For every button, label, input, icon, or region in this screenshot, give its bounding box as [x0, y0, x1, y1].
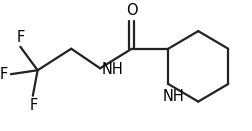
Text: NH: NH: [102, 62, 123, 77]
Text: F: F: [29, 98, 38, 113]
Text: NH: NH: [162, 89, 183, 104]
Text: O: O: [125, 3, 137, 18]
Text: F: F: [16, 30, 24, 45]
Text: F: F: [0, 67, 8, 82]
